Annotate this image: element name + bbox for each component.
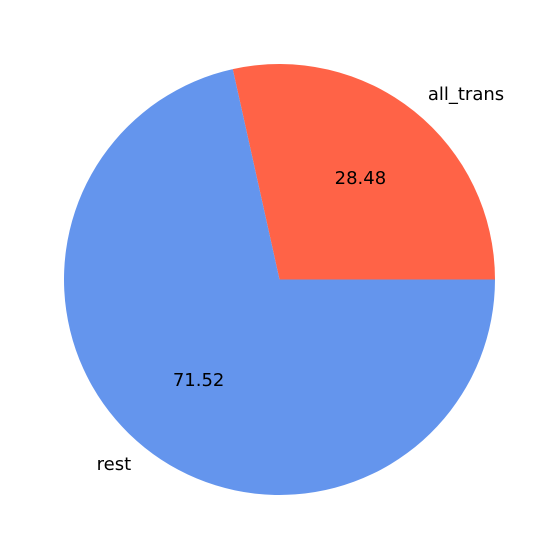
pie-labels: 28.48 all_trans 71.52 rest — [97, 84, 504, 475]
pie-slice-all-trans — [232, 63, 495, 280]
pie-slice-rest — [64, 69, 496, 495]
pie-slices — [64, 63, 496, 495]
slice-value-label-rest: 71.52 — [173, 370, 225, 391]
slice-category-label-rest: rest — [97, 454, 132, 475]
slice-value-label-all-trans: 28.48 — [335, 168, 387, 189]
slice-category-label-all-trans: all_trans — [428, 84, 504, 105]
